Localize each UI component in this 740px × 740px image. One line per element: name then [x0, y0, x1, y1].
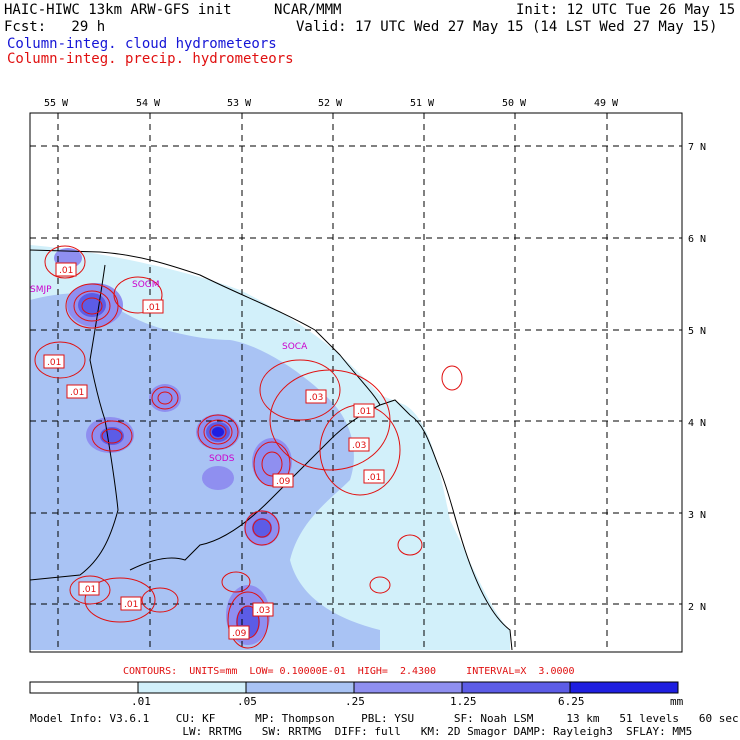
svg-text:.01: .01 [146, 303, 160, 313]
contour-label: .01 [363, 469, 385, 484]
station-label: SOGM [132, 280, 160, 290]
run-title: HAIC-HIWC 13km ARW-GFS init [4, 2, 232, 18]
station-label: SOCA [282, 342, 308, 352]
lat-label: 5 N [688, 326, 706, 337]
svg-text:.01: .01 [47, 358, 61, 368]
lat-lon-grid [30, 113, 682, 652]
svg-text:.03: .03 [256, 606, 270, 616]
colorbar-bin [245, 681, 355, 694]
map-frame [29, 112, 683, 653]
forecast-hour: Fcst: 29 h [4, 19, 106, 35]
org-label: NCAR/MMM [274, 2, 342, 18]
precip-contours [34, 245, 463, 649]
colorbar-label: .01 [131, 695, 151, 708]
init-time: Init: 12 UTC Tue 26 May 15 [516, 2, 736, 18]
svg-text:.01: .01 [357, 407, 371, 417]
lat-label: 7 N [688, 142, 706, 153]
lon-label: 55 W [44, 98, 69, 109]
svg-text:.03: .03 [309, 393, 323, 403]
contour-label: .09 [228, 625, 250, 640]
lon-label: 53 W [227, 98, 252, 109]
lat-label: 6 N [688, 234, 706, 245]
model-info-line2: LW: RRTMG SW: RRTMG DIFF: full KM: 2D Sm… [30, 725, 693, 738]
contour-label: .03 [348, 437, 370, 452]
lon-label: 52 W [318, 98, 343, 109]
svg-text:.09: .09 [232, 629, 247, 639]
colorbar-bin [353, 681, 463, 694]
contours-info: CONTOURS: UNITS=mm LOW= 0.10000E-01 HIGH… [123, 666, 575, 677]
field-cloud-label: Column-integ. cloud hydrometeors [7, 36, 277, 52]
contour-label: .01 [353, 403, 375, 418]
lon-label: 49 W [594, 98, 619, 109]
colorbar-units: mm [670, 695, 684, 708]
svg-text:.01: .01 [70, 388, 84, 398]
svg-text:.01: .01 [124, 600, 138, 610]
contour-label: .01 [55, 262, 77, 277]
coastline [29, 249, 513, 651]
contour-label: .01 [66, 384, 88, 399]
lat-label: 3 N [688, 510, 706, 521]
contour-label: .03 [252, 602, 274, 617]
svg-text:.01: .01 [82, 585, 96, 595]
colorbar [29, 681, 679, 694]
contour-label: .01 [142, 299, 164, 314]
contour-label: .09 [272, 473, 294, 488]
lat-label: 2 N [688, 602, 706, 613]
valid-time: Valid: 17 UTC Wed 27 May 15 (14 LST Wed … [296, 19, 718, 35]
lon-label: 50 W [502, 98, 527, 109]
svg-text:.03: .03 [352, 441, 366, 451]
lon-label: 51 W [410, 98, 435, 109]
model-info-line1: Model Info: V3.6.1 CU: KF MP: Thompson P… [30, 712, 739, 725]
colorbar-bin [569, 681, 679, 694]
colorbar-bin [461, 681, 571, 694]
contour-label: .01 [43, 354, 65, 369]
svg-text:.09: .09 [276, 477, 291, 487]
contour-label: .01 [78, 581, 100, 596]
colorbar-label: 6.25 [558, 695, 585, 708]
contour-label: .03 [305, 389, 327, 404]
colorbar-label: 1.25 [450, 695, 477, 708]
contour-label: .01 [120, 596, 142, 611]
colorbar-label: .05 [237, 695, 257, 708]
station-label: SODS [209, 454, 235, 464]
colorbar-label: .25 [345, 695, 365, 708]
colorbar-bin [29, 681, 139, 694]
field-precip-label: Column-integ. precip. hydrometeors [7, 51, 294, 67]
colorbar-bin [137, 681, 247, 694]
svg-text:.01: .01 [59, 266, 73, 276]
lon-label: 54 W [136, 98, 161, 109]
station-label: SMJP [30, 285, 52, 295]
lat-label: 4 N [688, 418, 706, 429]
svg-text:.01: .01 [367, 473, 381, 483]
